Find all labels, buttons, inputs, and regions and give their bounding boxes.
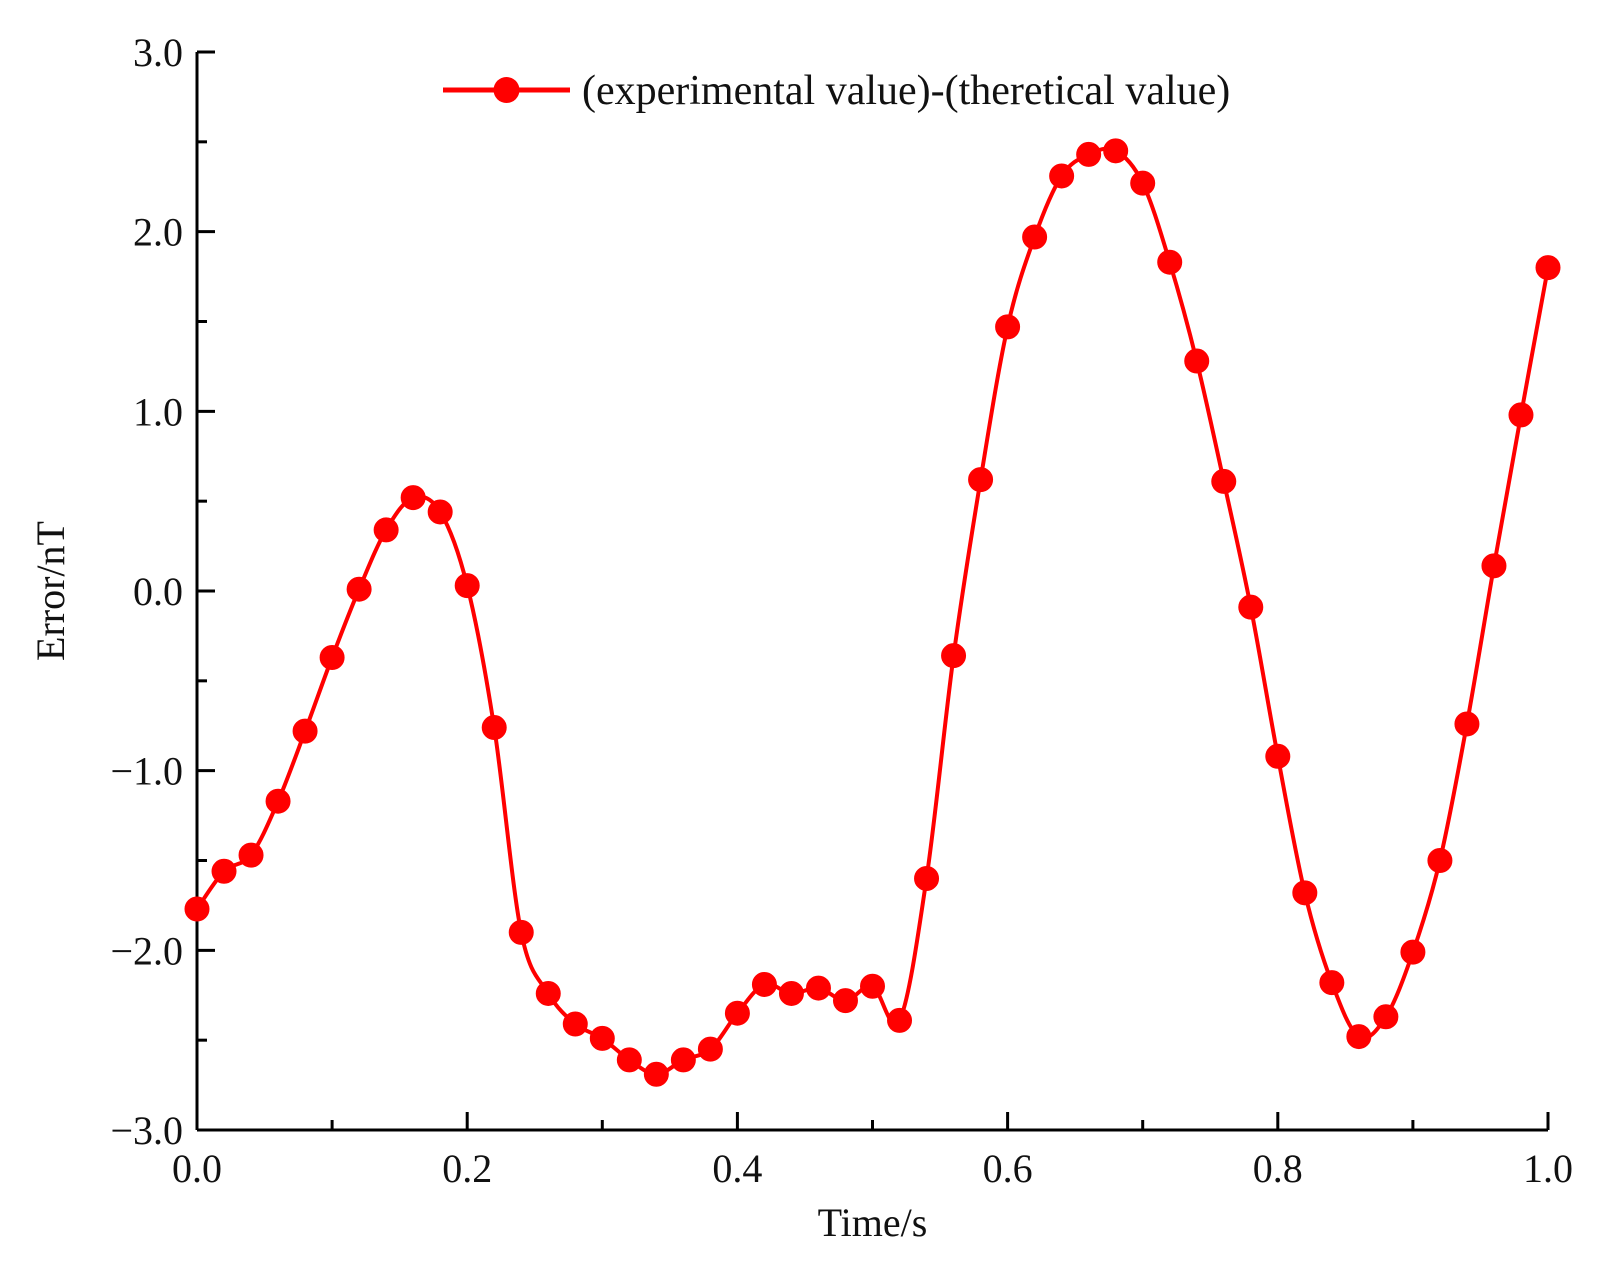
data-point — [211, 858, 237, 884]
data-point — [1184, 348, 1210, 374]
data-point — [535, 980, 561, 1006]
legend-label: (experimental value)-(theretical value) — [582, 68, 1230, 114]
data-point — [184, 896, 210, 922]
data-point — [427, 499, 453, 525]
data-point — [238, 842, 264, 868]
legend-marker — [493, 77, 520, 103]
data-point — [1049, 163, 1075, 189]
axes: −3.0 −2.0 −1.0 0.0 1.0 2.0 3.0 0.0 0.2 0.4 0.6 0.8 1… — [28, 30, 1573, 1245]
data-point — [319, 644, 345, 670]
data-point — [1022, 224, 1048, 250]
data-point — [1346, 1024, 1372, 1050]
data-point — [1130, 170, 1156, 196]
data-point — [1211, 468, 1237, 494]
data-point — [616, 1047, 642, 1073]
data-point — [1157, 249, 1183, 275]
y-tick-label: −3.0 — [110, 1108, 183, 1153]
data-point — [1508, 402, 1534, 428]
y-tick-label: 1.0 — [133, 389, 183, 434]
y-tick-label: 2.0 — [133, 210, 183, 255]
series-line — [195, 146, 1550, 1077]
data-point — [805, 975, 831, 1001]
legend: (experimental value)-(theretical value) — [443, 68, 1230, 114]
data-point — [589, 1025, 615, 1051]
x-axis-title: Time/s — [818, 1200, 928, 1245]
data-point — [751, 971, 777, 997]
data-point — [1238, 594, 1264, 620]
data-point — [1373, 1004, 1399, 1030]
series-layer — [184, 138, 1561, 1087]
data-point — [778, 980, 804, 1006]
data-point — [724, 1000, 750, 1026]
x-tick-label: 0.2 — [442, 1146, 492, 1191]
x-tick-label: 0.4 — [712, 1146, 762, 1191]
data-point — [508, 919, 534, 945]
y-tick-label: 0.0 — [133, 569, 183, 614]
data-point — [373, 517, 399, 543]
data-point — [346, 576, 372, 602]
data-point — [1292, 880, 1318, 906]
x-tick-label: 0.0 — [172, 1146, 222, 1191]
data-point — [1103, 138, 1129, 164]
y-tick-label: −1.0 — [110, 749, 183, 794]
data-point — [1400, 939, 1426, 965]
data-point — [968, 467, 994, 493]
data-point — [265, 788, 291, 814]
x-tick-label: 0.8 — [1253, 1146, 1303, 1191]
data-point — [995, 314, 1021, 340]
data-point — [1076, 141, 1102, 167]
data-point — [454, 573, 480, 599]
y-axis-title: Error/nT — [28, 521, 73, 661]
data-point — [697, 1036, 723, 1062]
data-point — [1265, 743, 1291, 769]
data-point — [670, 1047, 696, 1073]
y-tick-label: 3.0 — [133, 30, 183, 75]
data-point — [1427, 848, 1453, 873]
data-point — [832, 988, 858, 1014]
data-point — [860, 973, 885, 999]
data-point — [887, 1007, 913, 1033]
data-point — [292, 718, 318, 744]
data-point — [1454, 711, 1480, 737]
data-point — [562, 1011, 588, 1037]
data-point — [643, 1061, 669, 1087]
data-point — [481, 715, 507, 741]
data-point — [1319, 970, 1345, 996]
data-point — [400, 485, 426, 511]
x-tick-label: 1.0 — [1523, 1146, 1573, 1191]
data-point — [1535, 255, 1561, 281]
data-point — [914, 865, 940, 891]
y-tick-label: −2.0 — [110, 928, 183, 973]
x-tick-label: 0.6 — [983, 1146, 1033, 1191]
data-point — [941, 643, 967, 669]
data-point — [1481, 553, 1507, 579]
